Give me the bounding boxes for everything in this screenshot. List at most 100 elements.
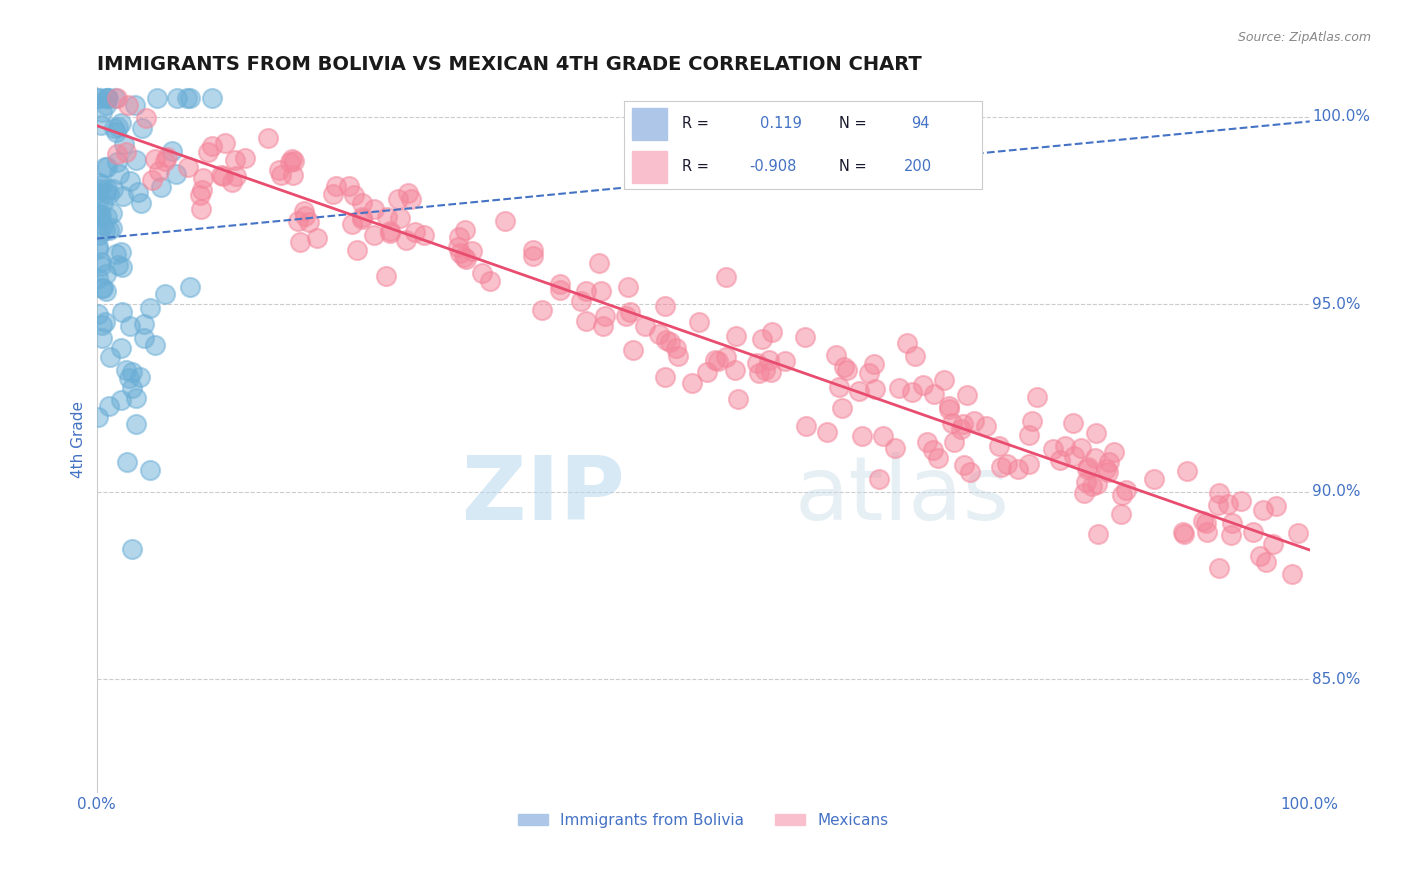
Point — [110, 341, 132, 355]
Point — [96, 91, 118, 105]
Point — [862, 357, 884, 371]
Point — [388, 211, 411, 225]
Point — [294, 209, 316, 223]
Point — [117, 455, 139, 469]
Point — [298, 214, 321, 228]
Point — [288, 235, 311, 249]
Point — [270, 169, 292, 183]
Point — [148, 164, 170, 178]
Point — [91, 331, 114, 345]
Point — [396, 186, 419, 200]
Point — [97, 187, 120, 202]
Point — [110, 260, 132, 275]
Point — [1021, 414, 1043, 428]
Point — [1220, 516, 1243, 530]
Point — [111, 305, 134, 319]
Point — [135, 111, 157, 125]
Point — [903, 349, 925, 363]
Point — [1085, 476, 1108, 491]
Point — [395, 233, 418, 247]
Point — [548, 283, 571, 297]
Point — [86, 91, 108, 105]
Point — [112, 136, 135, 151]
Point — [1173, 527, 1195, 541]
Point — [104, 91, 127, 105]
Point — [90, 255, 112, 269]
Point — [758, 353, 780, 368]
Point — [1062, 416, 1084, 430]
Point — [305, 231, 328, 245]
Point — [449, 246, 471, 260]
Point — [94, 315, 117, 329]
Point — [1042, 442, 1064, 456]
Point — [90, 118, 112, 132]
Point — [745, 356, 768, 370]
Point — [1063, 449, 1085, 463]
Point — [1191, 514, 1213, 528]
Point — [114, 362, 136, 376]
Point — [1070, 442, 1092, 456]
Point — [107, 120, 129, 135]
Point — [522, 243, 544, 257]
Point — [953, 458, 976, 472]
Point — [831, 401, 853, 415]
Point — [111, 189, 134, 203]
Point — [190, 187, 212, 202]
Point — [681, 376, 703, 390]
Point — [748, 367, 770, 381]
Point — [727, 392, 749, 406]
Text: 85.0%: 85.0% — [1312, 672, 1361, 687]
Point — [825, 348, 848, 362]
Point — [378, 224, 401, 238]
Point — [655, 333, 678, 347]
Point — [87, 182, 110, 196]
Point — [91, 281, 114, 295]
Point — [865, 382, 887, 396]
Point — [1007, 462, 1029, 476]
Point — [257, 131, 280, 145]
Point — [589, 284, 612, 298]
Point — [1025, 390, 1047, 404]
Point — [287, 213, 309, 227]
Point — [1115, 483, 1137, 498]
Point — [96, 91, 118, 105]
Point — [404, 225, 426, 239]
Point — [1018, 428, 1040, 442]
Point — [343, 188, 366, 202]
Point — [87, 410, 110, 425]
Point — [91, 195, 114, 210]
Point — [141, 173, 163, 187]
Point — [1097, 465, 1119, 479]
Point — [1080, 479, 1102, 493]
Point — [165, 167, 187, 181]
Point — [447, 240, 470, 254]
Point — [97, 400, 120, 414]
Point — [851, 429, 873, 443]
Point — [454, 222, 477, 236]
Point — [714, 350, 737, 364]
Point — [97, 91, 120, 105]
Point — [1073, 486, 1095, 500]
Point — [827, 380, 849, 394]
Point — [868, 472, 890, 486]
Point — [342, 217, 364, 231]
Point — [283, 154, 305, 169]
Point — [352, 210, 374, 224]
Point — [177, 160, 200, 174]
Point — [225, 169, 247, 183]
Point — [134, 318, 156, 332]
Point — [143, 338, 166, 352]
Point — [654, 369, 676, 384]
Point — [125, 153, 148, 167]
Point — [659, 335, 682, 350]
Point — [1208, 560, 1230, 574]
Point — [648, 327, 671, 342]
Point — [413, 227, 436, 242]
Point — [87, 238, 110, 252]
Point — [832, 359, 855, 374]
Point — [87, 190, 110, 204]
Point — [91, 218, 114, 232]
Point — [453, 250, 475, 264]
Point — [145, 91, 167, 105]
Point — [621, 343, 644, 357]
